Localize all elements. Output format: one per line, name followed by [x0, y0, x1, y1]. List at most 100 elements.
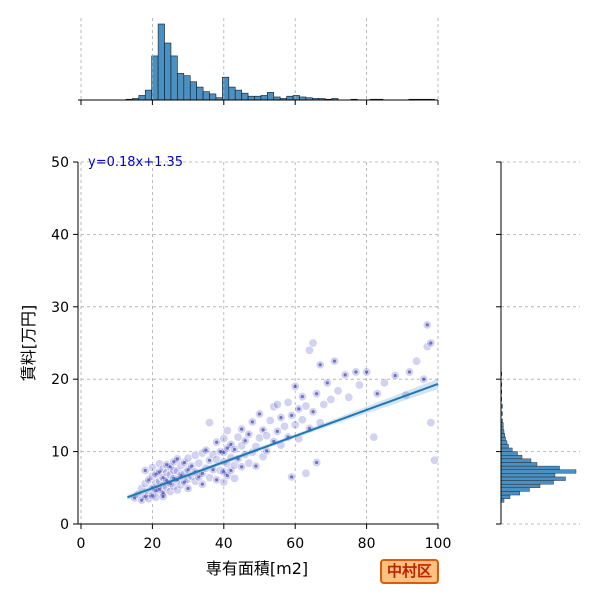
x-hist-bar: [292, 95, 300, 101]
scatter-point-core: [307, 426, 312, 431]
scatter-point: [262, 431, 272, 441]
x-hist-bar: [138, 95, 146, 101]
scatter-point: [222, 426, 232, 436]
district-badge: 中村区: [380, 559, 440, 584]
scatter-point: [297, 415, 307, 425]
scatter-point: [172, 485, 182, 495]
x-hist-bar: [144, 89, 152, 101]
x-hist-bar: [157, 23, 165, 101]
x-tick-label: 0: [77, 536, 86, 552]
scatter-point: [304, 345, 314, 355]
y-tick-label: 40: [51, 227, 69, 243]
scatter-point: [183, 453, 193, 463]
y-hist-bar: [500, 465, 560, 470]
scatter-point: [176, 460, 186, 470]
scatter-point-core: [165, 478, 169, 483]
scatter-point: [379, 378, 389, 388]
scatter-point-core: [157, 487, 162, 491]
x-hist-bar: [241, 92, 249, 101]
x-hist-bar: [286, 95, 294, 101]
scatter-point-core: [132, 496, 137, 500]
scatter-point: [308, 338, 318, 348]
scatter-point-core: [182, 480, 187, 484]
y-tick-label: 0: [60, 517, 69, 533]
x-hist-bar: [202, 91, 210, 101]
scatter-point: [176, 480, 186, 490]
scatter-point: [219, 434, 229, 444]
scatter-point-core: [297, 407, 301, 411]
x-hist-bar: [196, 86, 204, 101]
scatter-point: [344, 392, 354, 402]
y-hist-bar: [500, 440, 508, 445]
scatter-point-core: [215, 478, 219, 482]
scatter-point-core: [422, 377, 426, 381]
y-hist-bar: [500, 444, 509, 449]
scatter-point-core: [143, 468, 147, 473]
scatter-point-core: [311, 410, 315, 414]
scatter-point-core: [247, 432, 251, 436]
scatter-point: [429, 455, 439, 465]
scatter-point-core: [272, 439, 276, 444]
scatter-point: [208, 449, 218, 459]
x-axis-label: 専有面積[m2]: [206, 559, 308, 578]
scatter-point-core: [161, 491, 165, 495]
scatter-point-core: [186, 468, 190, 472]
y-hist-bar: [500, 483, 541, 488]
scatter-point: [155, 459, 165, 469]
y-hist-bar: [500, 494, 511, 499]
y-hist-bar: [500, 458, 532, 463]
x-hist-bar: [228, 86, 236, 101]
y-hist-bar: [500, 462, 538, 467]
x-hist-bar: [189, 81, 197, 101]
x-hist-bar: [267, 92, 275, 101]
x-hist-bar: [222, 76, 230, 101]
scatter-point-core: [332, 359, 337, 363]
scatter-point-core: [279, 415, 283, 420]
scatter-point-core: [225, 446, 229, 450]
scatter-point-core: [315, 392, 319, 396]
scatter-point: [237, 441, 247, 451]
scatter-point-core: [429, 341, 433, 345]
scatter-point: [301, 468, 311, 478]
y-tick-label: 50: [51, 155, 69, 171]
scatter-point-core: [161, 494, 165, 499]
y-hist-bar: [500, 455, 523, 460]
scatter-point-core: [172, 460, 176, 464]
x-tick-label: 80: [358, 536, 376, 552]
scatter-point-core: [275, 429, 279, 433]
scatter-point-core: [229, 468, 233, 473]
scatter-point-core: [182, 460, 187, 465]
scatter-point-core: [407, 370, 412, 374]
scatter-point-core: [318, 363, 322, 367]
scatter-point-core: [190, 464, 194, 468]
scatter-point: [205, 418, 215, 428]
scatter-point-core: [200, 471, 204, 475]
scatter-point: [422, 342, 432, 352]
scatter-point: [279, 421, 289, 431]
scatter-point: [412, 356, 422, 366]
scatter-point-core: [197, 475, 201, 479]
scatter-point-core: [257, 412, 262, 416]
y-marginal-histogram: [496, 161, 580, 525]
y-hist-bar: [500, 487, 530, 492]
scatter-plot: 0 20 40 60 80 100 0 10 20 30 40 50 y=0.18x+1.35 専有面…: [19, 155, 451, 578]
scatter-point-core: [222, 470, 226, 474]
scatter-point-core: [186, 486, 190, 491]
scatter-point: [265, 415, 275, 425]
scatter-point-core: [240, 427, 244, 431]
scatter-point-core: [168, 465, 172, 469]
x-tick-label: 60: [286, 536, 304, 552]
scatter-point-core: [143, 494, 147, 499]
scatter-point-core: [265, 449, 269, 453]
scatter-point: [326, 394, 336, 404]
scatter-point: [190, 450, 200, 460]
y-axis-label: 賃料[万円]: [19, 305, 38, 382]
scatter-point: [255, 433, 265, 443]
scatter-point-core: [354, 370, 358, 374]
scatter-point-core: [147, 478, 151, 482]
scatter-point-core: [207, 458, 212, 462]
scatter-point: [319, 400, 329, 410]
x-hist-bar: [177, 73, 185, 101]
scatter-point-core: [290, 413, 294, 417]
